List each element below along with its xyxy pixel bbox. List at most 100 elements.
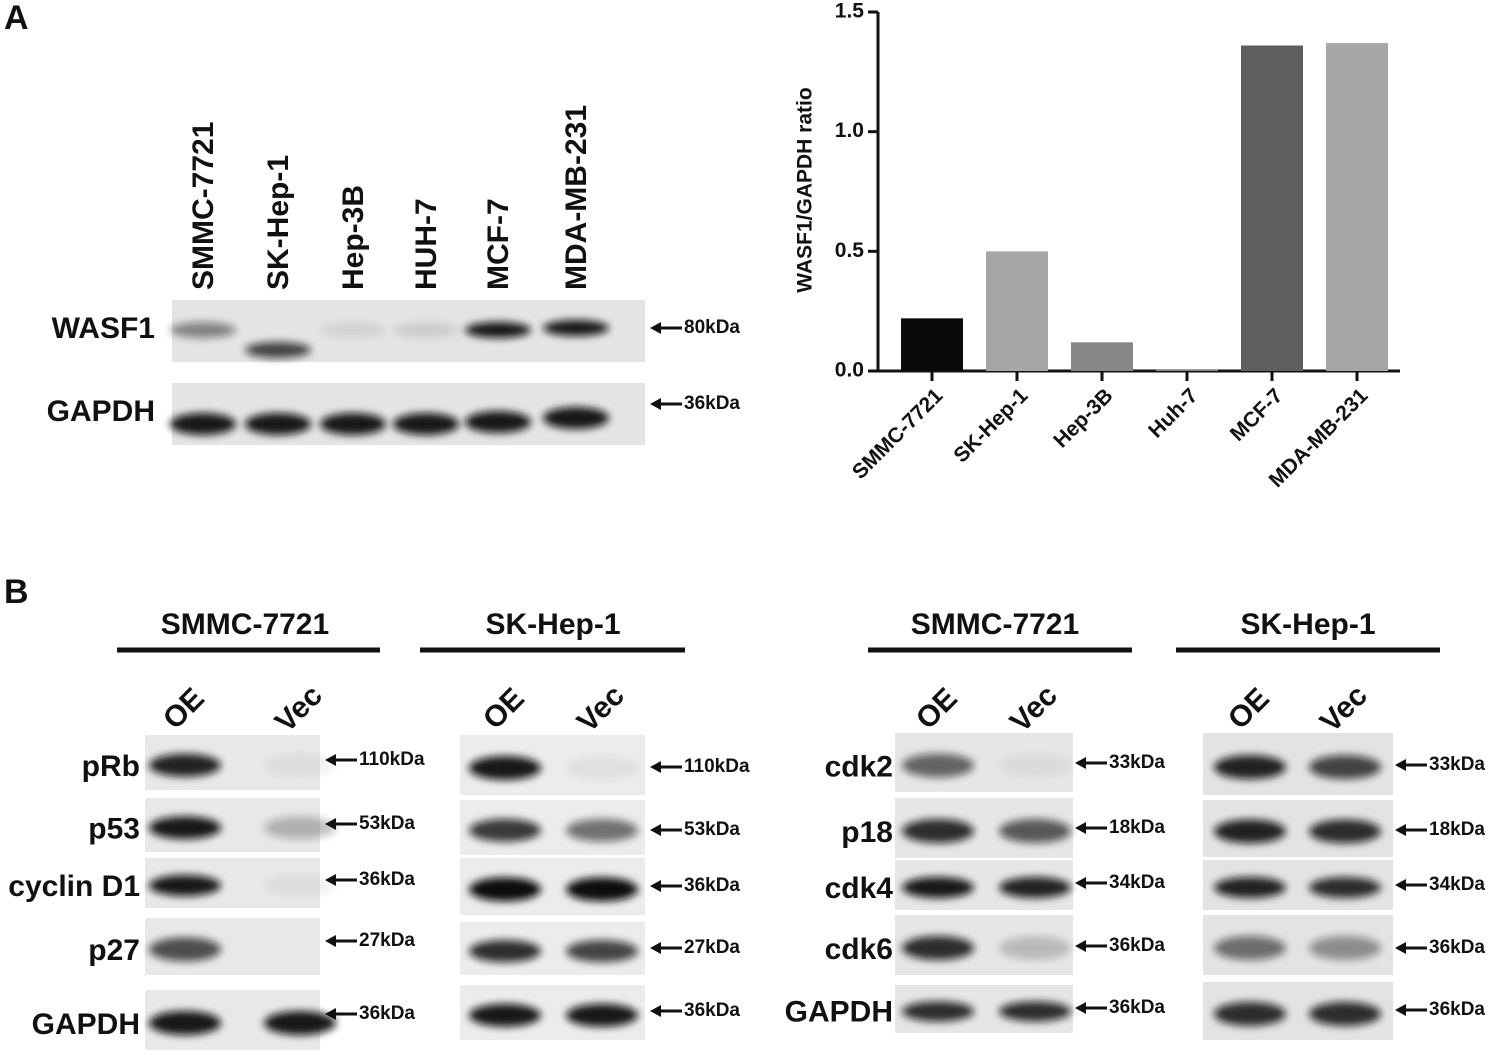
x-tick-label: SK-Hep-1 bbox=[949, 384, 1032, 467]
lane-label: SMMC-7721 bbox=[187, 122, 220, 290]
size-label: 36kDa bbox=[1429, 937, 1485, 958]
arrow-head bbox=[1395, 759, 1406, 771]
band bbox=[999, 819, 1071, 843]
size-label: 33kDa bbox=[1429, 754, 1485, 775]
band bbox=[469, 940, 541, 963]
size-label: 36kDa bbox=[684, 1000, 740, 1021]
protein-label: GAPDH bbox=[32, 1008, 140, 1041]
band bbox=[1309, 1001, 1381, 1026]
lane-label: SK-Hep-1 bbox=[262, 155, 295, 290]
band bbox=[465, 411, 531, 433]
y-tick-label: 1.5 bbox=[835, 0, 865, 23]
size-label: 33kDa bbox=[1109, 752, 1165, 773]
cell-line-header: SMMC-7721 bbox=[911, 608, 1079, 641]
band bbox=[543, 407, 609, 429]
band bbox=[1309, 877, 1381, 898]
size-label: 36kDa bbox=[1109, 997, 1165, 1018]
band bbox=[1214, 936, 1286, 960]
arrow-head bbox=[325, 935, 336, 947]
size-label: 34kDa bbox=[1109, 872, 1165, 893]
arrow-head bbox=[650, 398, 661, 410]
band bbox=[264, 753, 336, 777]
arrow-head bbox=[325, 874, 336, 886]
arrow-head bbox=[1075, 822, 1086, 834]
lane-label: Vec bbox=[1004, 679, 1064, 739]
size-label: 36kDa bbox=[1109, 935, 1165, 956]
band bbox=[902, 1001, 974, 1022]
size-label: 53kDa bbox=[359, 813, 415, 834]
size-label: 36kDa bbox=[359, 869, 415, 890]
band bbox=[149, 937, 221, 962]
band bbox=[320, 322, 386, 338]
protein-label: cdk2 bbox=[825, 750, 893, 783]
cell-line-header: SMMC-7721 bbox=[161, 608, 329, 641]
lane-label: OE bbox=[910, 682, 964, 736]
lane-label: MCF-7 bbox=[482, 198, 515, 290]
band bbox=[393, 322, 459, 338]
protein-label: p27 bbox=[88, 934, 140, 967]
size-label: 18kDa bbox=[1429, 819, 1485, 840]
y-tick-label: 0.5 bbox=[835, 239, 865, 262]
size-label: 80kDa bbox=[684, 317, 740, 338]
band bbox=[566, 1003, 638, 1027]
bar bbox=[1326, 43, 1388, 371]
arrow-head bbox=[650, 322, 661, 334]
band bbox=[465, 322, 531, 338]
band bbox=[543, 320, 609, 336]
size-label: 34kDa bbox=[1429, 874, 1485, 895]
band bbox=[1309, 755, 1381, 780]
band bbox=[393, 413, 459, 435]
band bbox=[566, 877, 638, 902]
protein-label: GAPDH bbox=[785, 996, 893, 1029]
band bbox=[1309, 936, 1381, 960]
lane-label: MDA-MB-231 bbox=[560, 105, 593, 290]
arrow-head bbox=[650, 1005, 661, 1017]
band bbox=[264, 875, 336, 896]
bar bbox=[1071, 342, 1133, 371]
size-label: 36kDa bbox=[359, 1003, 415, 1024]
x-tick-label: Huh-7 bbox=[1144, 384, 1202, 442]
arrow-head bbox=[325, 754, 336, 766]
protein-label: cyclin D1 bbox=[8, 870, 140, 903]
arrow-head bbox=[650, 942, 661, 954]
band bbox=[566, 940, 638, 963]
arrow-head bbox=[1395, 942, 1406, 954]
band bbox=[170, 322, 236, 338]
band bbox=[245, 413, 311, 435]
lane-label: OE bbox=[157, 682, 211, 736]
size-label: 27kDa bbox=[359, 930, 415, 951]
band bbox=[320, 413, 386, 435]
band bbox=[149, 816, 221, 840]
protein-label: cdk4 bbox=[825, 872, 894, 905]
band bbox=[469, 877, 541, 902]
protein-label: p53 bbox=[88, 812, 140, 845]
band bbox=[149, 1011, 221, 1035]
bar bbox=[986, 251, 1048, 371]
band bbox=[999, 1001, 1071, 1022]
lane-label: Vec bbox=[1314, 679, 1374, 739]
arrow-head bbox=[650, 761, 661, 773]
arrow-head bbox=[1075, 1002, 1086, 1014]
bar bbox=[1241, 45, 1303, 372]
arrow-head bbox=[1075, 877, 1086, 889]
band bbox=[902, 936, 974, 960]
band bbox=[1214, 1001, 1286, 1026]
band bbox=[469, 756, 541, 780]
size-label: 36kDa bbox=[684, 875, 740, 896]
cell-line-header: SK-Hep-1 bbox=[485, 608, 620, 641]
band bbox=[902, 753, 974, 778]
x-tick-label: Hep-3B bbox=[1049, 384, 1117, 452]
x-tick-label: SMMC-7721 bbox=[848, 384, 948, 484]
size-label: 110kDa bbox=[684, 756, 750, 777]
band bbox=[170, 413, 236, 435]
arrow-head bbox=[650, 824, 661, 836]
lane-label: OE bbox=[1222, 682, 1276, 736]
y-tick-label: 0.0 bbox=[835, 359, 864, 382]
band bbox=[149, 875, 221, 896]
band bbox=[469, 818, 541, 842]
band bbox=[999, 877, 1071, 898]
lane-label: Vec bbox=[571, 679, 631, 739]
band bbox=[245, 342, 311, 358]
size-label: 36kDa bbox=[1429, 999, 1485, 1020]
